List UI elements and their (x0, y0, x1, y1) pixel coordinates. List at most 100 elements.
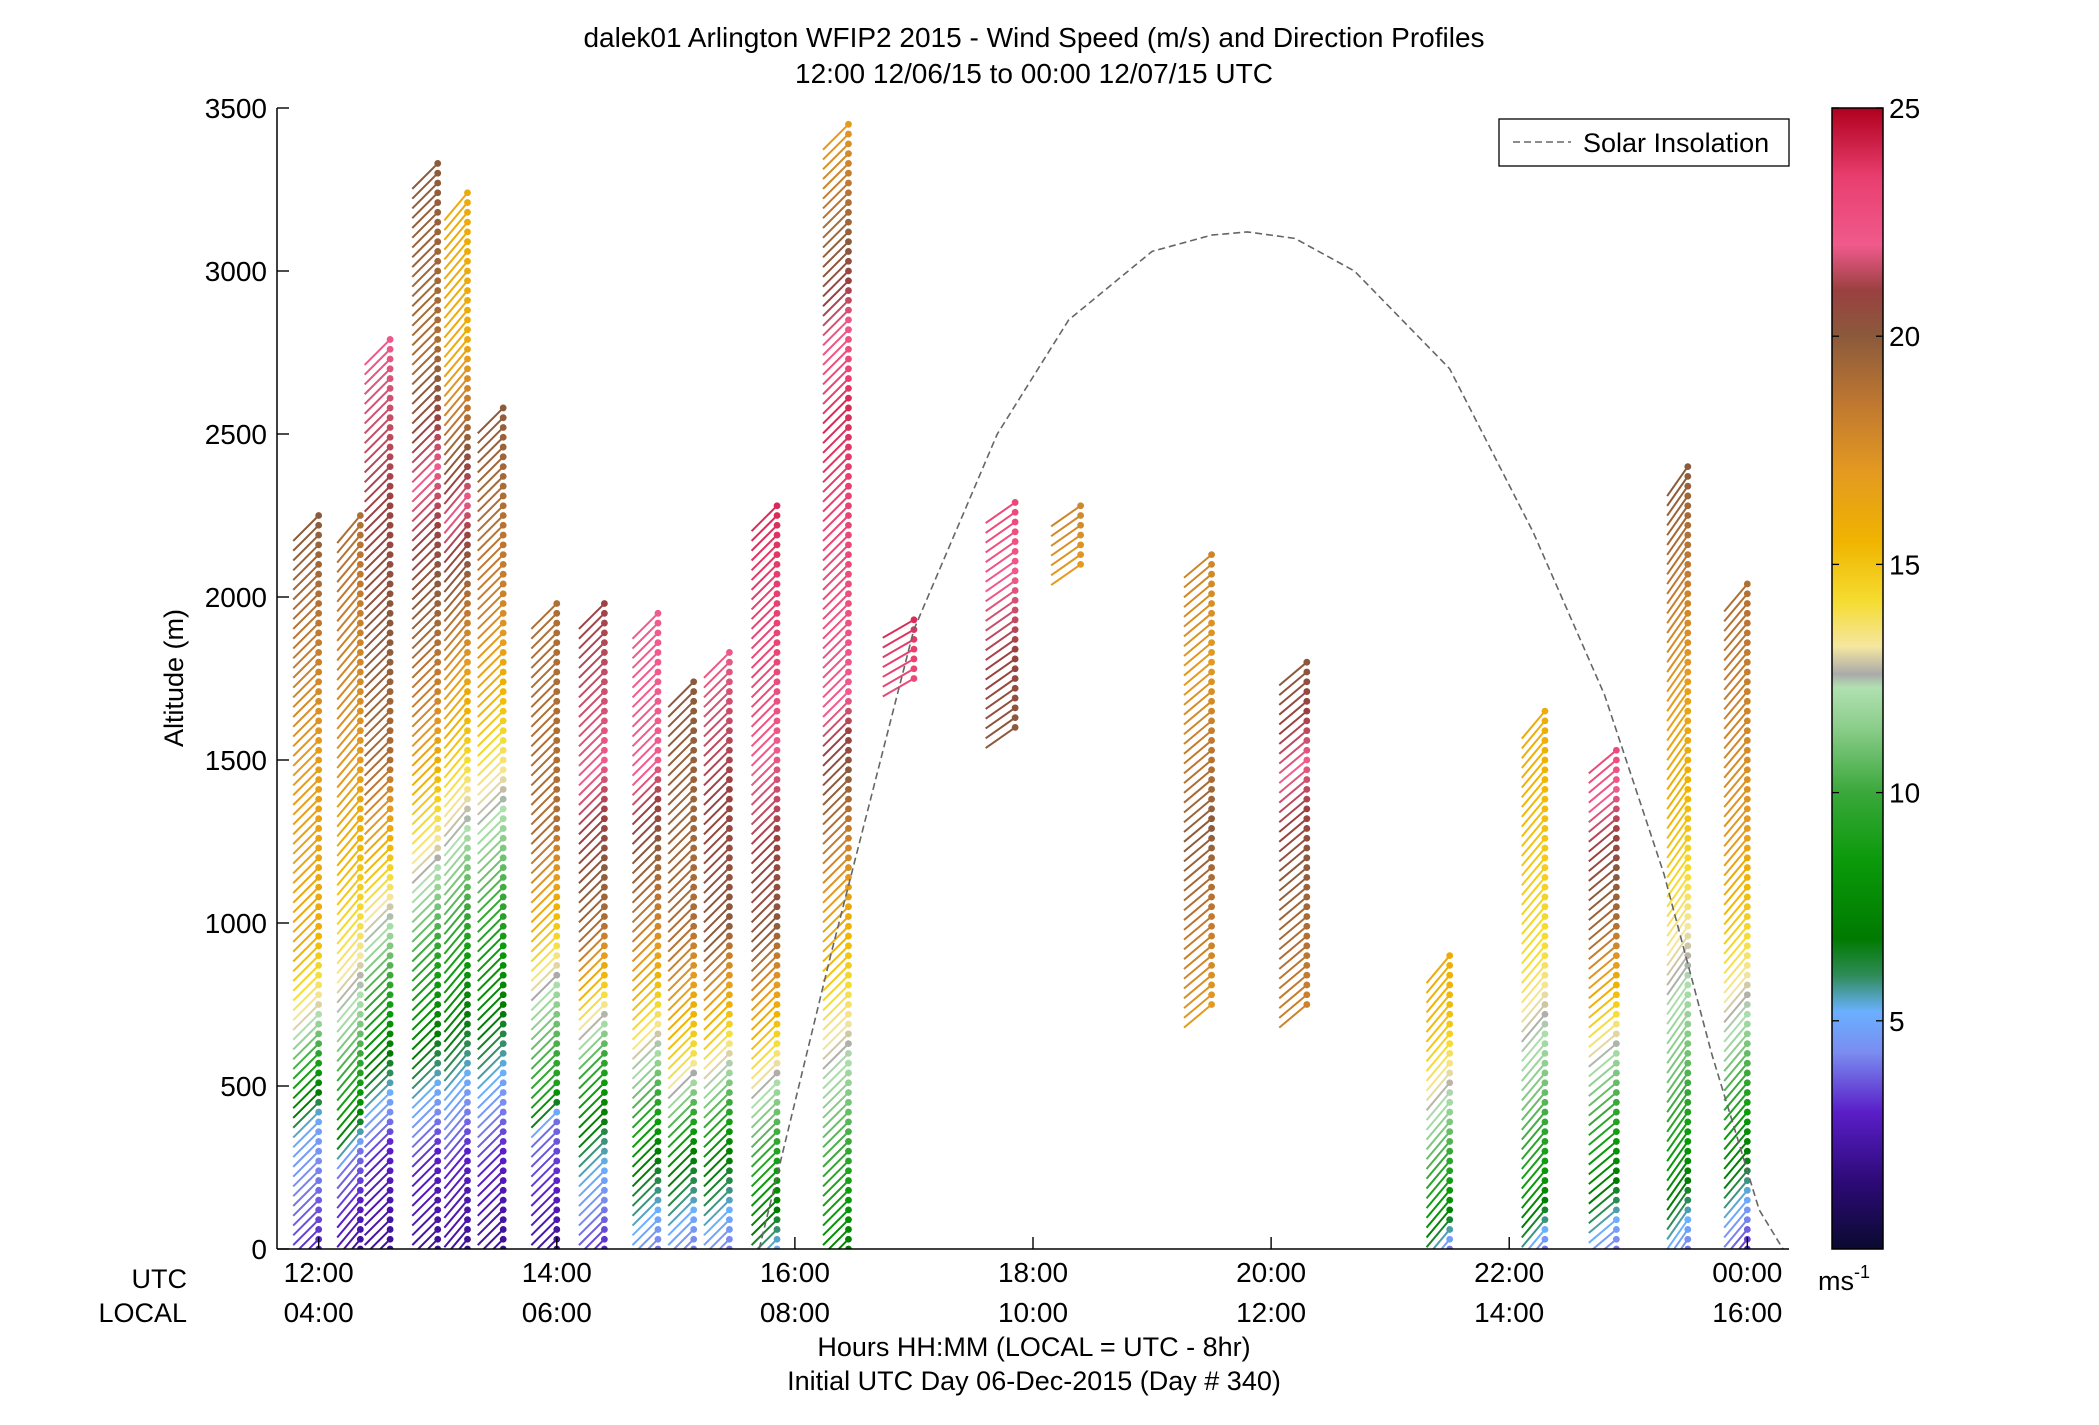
wind-barb-dot (315, 903, 323, 911)
wind-barb (1723, 710, 1749, 740)
wind-barb-dot (434, 316, 442, 324)
wind-barb-dot (1612, 1157, 1620, 1165)
wind-barb-dot (845, 590, 852, 598)
wind-barb (363, 641, 391, 669)
wind-barb-dot (773, 942, 781, 950)
wind-barb (363, 1072, 391, 1100)
wind-barb-dot (773, 883, 781, 891)
wind-barb (443, 446, 469, 476)
wind-barb (336, 808, 362, 838)
wind-barb (822, 416, 850, 444)
wind-barb (1588, 1121, 1618, 1146)
wind-barb-dot (553, 1157, 561, 1165)
wind-barb (411, 847, 439, 875)
wind-barb (1666, 837, 1689, 869)
wind-barb-dot (690, 932, 698, 940)
wind-barb (292, 514, 320, 542)
wind-barb (750, 661, 778, 689)
wind-barb-dot (386, 834, 394, 842)
wind-barb-dot (1303, 668, 1311, 676)
wind-barb-dot (1743, 991, 1751, 999)
wind-barb-dot (434, 267, 442, 275)
wind-barb (822, 172, 850, 200)
wind-barb-dot (315, 1030, 323, 1038)
wind-barb (882, 628, 915, 649)
wind-barb (578, 1042, 606, 1070)
wind-barb-dot (386, 922, 394, 930)
wind-barb-dot (601, 717, 608, 725)
wind-barb (1521, 818, 1546, 847)
wind-barb (336, 906, 362, 935)
wind-barb-dot (1446, 1098, 1454, 1106)
wind-barb (411, 896, 439, 924)
wind-barb (1723, 906, 1749, 935)
wind-barb-dot (654, 1089, 662, 1096)
wind-barb (667, 1160, 695, 1188)
wind-barb-dot (499, 1167, 507, 1175)
wind-barb (363, 945, 391, 972)
wind-barb-dot (1446, 1118, 1454, 1126)
wind-barb-dot (499, 1020, 507, 1028)
wind-barb-dot (553, 981, 561, 989)
wind-barb (1723, 1111, 1749, 1141)
wind-barb-dot (773, 893, 781, 901)
wind-barb (578, 729, 606, 757)
wind-barb-dot (726, 952, 733, 959)
wind-barb (667, 1218, 695, 1246)
wind-barb-dot (1541, 1216, 1549, 1224)
wind-barb-dot (464, 1147, 471, 1155)
wind-barb-dot (690, 952, 698, 959)
wind-barb (750, 583, 778, 611)
wind-barb (1183, 925, 1213, 951)
wind-barb-dot (1208, 922, 1215, 930)
wind-barb (1588, 1081, 1618, 1107)
wind-barb (443, 1052, 469, 1082)
x-tick-label-utc: 18:00 (998, 1257, 1068, 1288)
wind-barb (631, 622, 659, 650)
wind-barb (578, 808, 606, 836)
wind-barb (1521, 1033, 1546, 1063)
wind-barb-dot (356, 1147, 364, 1155)
wind-barb-dot (1743, 1020, 1751, 1028)
wind-barb (530, 1023, 558, 1051)
wind-barb (822, 270, 850, 298)
wind-barb (822, 211, 850, 239)
wind-barb-dot (1743, 1147, 1751, 1155)
wind-barb-dot (654, 1098, 662, 1106)
wind-barb (336, 544, 362, 574)
wind-barb (1666, 505, 1689, 536)
wind-barb (443, 505, 469, 534)
wind-barb-dot (773, 639, 781, 647)
wind-barb (1588, 935, 1618, 960)
wind-barb (578, 700, 606, 728)
wind-barb (336, 1189, 362, 1219)
wind-barb-dot (601, 1177, 608, 1184)
wind-barb (822, 1042, 850, 1070)
wind-barb-dot (499, 903, 507, 911)
wind-barb-dot (1684, 1245, 1692, 1249)
wind-barb (750, 788, 778, 816)
wind-barb-dot (690, 737, 698, 744)
wind-barb-dot (1684, 1059, 1692, 1067)
wind-barb-dot (601, 1050, 608, 1057)
wind-barb (443, 260, 469, 290)
wind-barb-dot (386, 864, 394, 871)
wind-barb-dot (1303, 746, 1311, 754)
wind-barb (667, 1072, 695, 1100)
wind-barb (443, 397, 469, 427)
wind-barb-dot (499, 737, 507, 744)
wind-barb (292, 866, 320, 894)
wind-barb (336, 1209, 362, 1239)
wind-barb-dot (1612, 756, 1620, 764)
wind-barb (363, 1218, 391, 1246)
wind-barb (411, 299, 439, 327)
wind-barb (1521, 778, 1546, 808)
wind-barb-dot (690, 1069, 698, 1077)
wind-barb (1588, 866, 1618, 892)
wind-profile (1666, 463, 1692, 1249)
wind-barb-dot (1208, 756, 1215, 764)
wind-barb-dot (845, 1040, 852, 1048)
wind-barb-dot (1684, 903, 1692, 911)
wind-barb-dot (773, 1147, 781, 1155)
